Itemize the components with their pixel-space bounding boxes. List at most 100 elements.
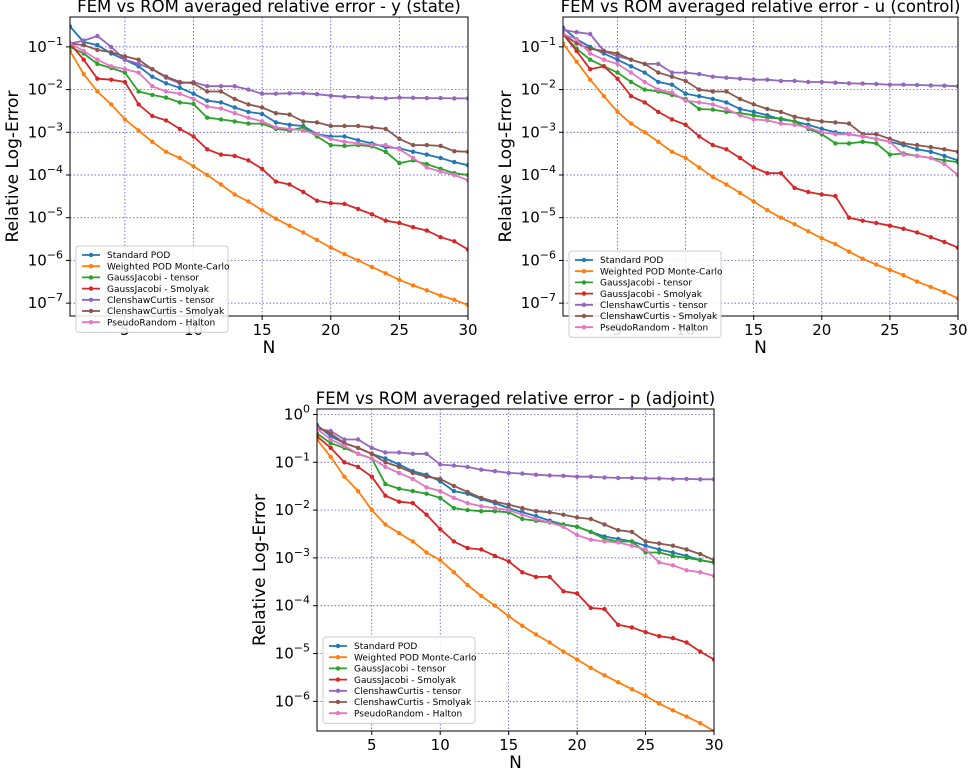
data-point (328, 93, 333, 98)
data-point (218, 106, 224, 111)
data-point (273, 125, 279, 130)
data-point (328, 454, 333, 459)
data-point (833, 132, 838, 137)
data-point (328, 441, 333, 446)
data-point (438, 495, 443, 501)
data-point (479, 467, 484, 472)
legend-marker (88, 264, 94, 269)
data-point (928, 83, 933, 88)
data-point (451, 570, 457, 575)
data-point (122, 57, 128, 62)
data-point (657, 560, 662, 565)
data-point (669, 90, 675, 95)
data-point (533, 632, 539, 637)
data-point (492, 505, 498, 511)
data-point (874, 262, 879, 267)
legend-marker (335, 655, 341, 660)
data-point (656, 139, 661, 144)
y-tick-label: 10−6 (521, 248, 556, 269)
data-point (109, 64, 114, 69)
series-line (563, 27, 958, 162)
data-point (328, 142, 333, 148)
data-point (846, 215, 852, 220)
data-point (914, 153, 920, 159)
data-point (901, 226, 906, 231)
data-point (683, 91, 688, 96)
data-point (397, 147, 402, 152)
data-point (942, 161, 947, 167)
data-point (574, 30, 579, 35)
legend-marker (581, 302, 587, 307)
data-point (520, 471, 525, 476)
data-point (191, 101, 196, 107)
data-point (819, 126, 824, 132)
series-line (317, 426, 714, 561)
data-point (205, 104, 210, 109)
legend-label: GaussJacobi - Smolyak (600, 290, 703, 300)
data-point (479, 495, 484, 501)
data-point (122, 67, 128, 72)
legend-marker (88, 252, 94, 258)
axes-frame (69, 16, 469, 317)
data-point (95, 47, 100, 53)
data-point (860, 134, 865, 139)
data-point (356, 206, 361, 212)
data-point (109, 102, 114, 107)
data-point (710, 107, 715, 112)
y-tick-label: 10−6 (28, 248, 63, 269)
data-point (629, 543, 635, 548)
data-point (942, 290, 947, 295)
x-tick-label: 30 (458, 321, 477, 339)
data-point (369, 507, 374, 513)
data-point (588, 605, 593, 611)
data-point (177, 79, 182, 85)
data-point (438, 462, 443, 467)
data-point (833, 141, 838, 146)
data-point (914, 230, 920, 235)
legend-label: ClenshawCurtis - Smolyak (354, 698, 472, 708)
data-point (328, 200, 333, 206)
data-point (724, 106, 729, 112)
data-point (887, 139, 893, 144)
data-point (574, 37, 579, 42)
x-tick-label: 30 (948, 321, 967, 339)
legend-marker (581, 325, 587, 330)
data-point (643, 476, 648, 481)
data-point (273, 216, 279, 221)
legend-label: Weighted POD Monte-Carlo (354, 653, 477, 663)
data-point (629, 475, 635, 481)
data-point (410, 155, 416, 161)
legend-label: ClenshawCurtis - Smolyak (600, 312, 718, 322)
data-point (833, 242, 838, 247)
data-point (342, 252, 347, 257)
data-point (656, 87, 661, 92)
data-point (955, 159, 958, 165)
data-point (697, 87, 702, 92)
data-point (383, 149, 388, 154)
data-point (301, 91, 306, 96)
data-point (232, 96, 237, 102)
data-point (81, 38, 86, 43)
data-point (616, 622, 621, 627)
series-line (70, 25, 468, 167)
data-point (588, 77, 593, 82)
data-point (642, 130, 647, 135)
data-point (806, 125, 811, 130)
data-point (70, 48, 73, 54)
data-point (232, 111, 237, 116)
data-point (163, 118, 169, 123)
data-point (163, 149, 169, 154)
data-point (424, 228, 429, 233)
data-point (177, 85, 182, 91)
x-tick-label: 5 (367, 736, 377, 754)
series-line (563, 33, 958, 163)
data-point (136, 70, 141, 75)
data-point (751, 199, 756, 204)
data-point (751, 102, 756, 107)
data-point (191, 96, 196, 102)
data-point (232, 192, 237, 197)
data-point (588, 31, 593, 37)
data-point (383, 493, 388, 498)
data-point (819, 79, 824, 85)
